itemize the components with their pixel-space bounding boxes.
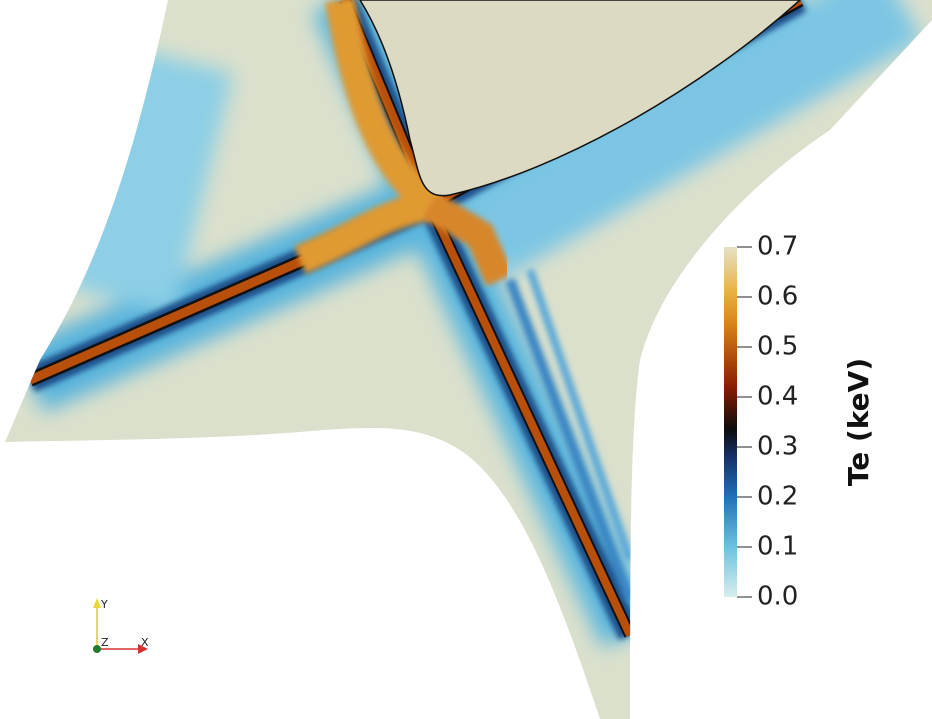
colorbar: Te (keV): [724, 247, 875, 597]
y-arrow: [93, 598, 101, 608]
colorbar-tick-label: 0.4: [757, 382, 798, 412]
colorbar-tick-label: 0.5: [757, 332, 798, 362]
x-arrow: [138, 644, 148, 654]
colorbar-tick-label: 0.6: [757, 282, 798, 312]
orientation-axes: Y Z X: [93, 598, 149, 654]
z-axis: [93, 645, 101, 653]
colorbar-tick-label: 0.1: [757, 532, 798, 562]
colorbar-tick-label: 0.7: [757, 232, 798, 262]
x-axis-label: X: [141, 636, 149, 649]
colorbar-title: Te (keV): [842, 358, 875, 486]
colorbar-gradient: [724, 247, 737, 597]
z-axis-label: Z: [101, 636, 109, 649]
y-axis-label: Y: [100, 598, 108, 611]
colorbar-tick-label: 0.0: [757, 582, 798, 612]
colorbar-tick-label: 0.3: [757, 432, 798, 462]
colorbar-tick-label: 0.2: [757, 482, 798, 512]
